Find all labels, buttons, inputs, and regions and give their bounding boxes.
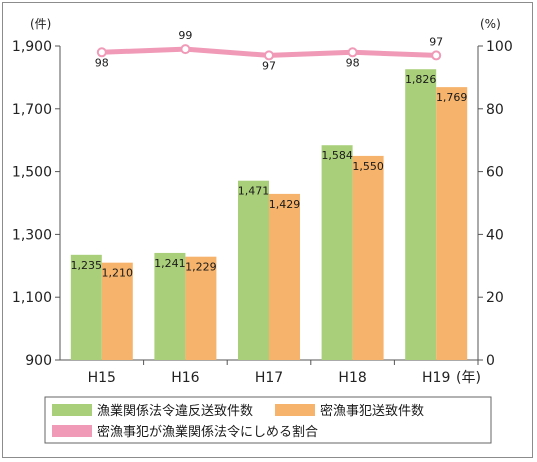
ratio-value-label: 99 [178,29,192,42]
bar-value-label: 1,235 [71,259,103,272]
bar-value-label: 1,210 [102,267,134,280]
y-left-tick-label: 1,500 [12,165,52,181]
y-left-unit: (件) [30,17,51,31]
ratio-value-label: 98 [346,56,360,69]
bar-value-label: 1,769 [436,91,468,104]
y-right-unit: (%) [480,17,501,31]
bar-value-label: 1,229 [185,261,217,274]
legend-box [44,396,492,444]
bar [436,87,468,360]
y-right-tick-label: 0 [486,353,495,369]
x-tick-label: H18 [338,370,366,386]
ratio-value-label: 97 [262,59,276,72]
bar-value-label: 1,826 [405,73,437,86]
legend-label-ratio: 密漁事犯が漁業関係法令にしめる割合 [97,424,318,440]
bar [352,155,384,360]
x-tick-label: H17 [255,370,283,386]
y-left-tick-label: 1,700 [12,102,52,118]
x-tick-label: H16 [171,370,199,386]
y-left-tick-label: 1,300 [12,227,52,243]
y-right-tick-label: 100 [486,39,513,55]
bar-value-label: 1,241 [154,257,186,270]
ratio-value-label: 98 [95,56,109,69]
legend: 漁業関係法令違反送致件数 密漁事犯送致件数 密漁事犯が漁業関係法令にしめる割合 [44,396,492,444]
legend-swatch-ratio [52,425,92,437]
bar [101,262,133,360]
bar [405,69,437,361]
bar-value-label: 1,550 [352,160,384,173]
legend-label-poaching: 密漁事犯送致件数 [320,403,424,419]
y-right-tick-label: 40 [486,227,504,243]
legend-label-violations: 漁業関係法令違反送致件数 [97,403,253,419]
bar [154,252,186,360]
bar [185,256,217,360]
y-right-tick-label: 20 [486,290,504,306]
bar [321,145,353,360]
ratio-point [180,44,191,55]
legend-swatch-poaching [275,404,315,416]
ratio-point [96,47,107,58]
bar-value-label: 1,584 [321,149,353,162]
bar [238,180,269,360]
ratio-point [264,50,274,61]
bar-value-label: 1,429 [269,198,301,211]
y-right-tick-label: 60 [486,165,504,181]
y-left-tick-label: 900 [25,353,52,369]
x-unit: (年) [456,370,481,386]
x-tick-label: H15 [88,370,116,386]
y-left-tick-label: 1,100 [12,290,52,306]
x-tick-label: H19 [422,370,450,386]
ratio-value-label: 97 [429,35,443,48]
bar [70,254,102,360]
bar [269,193,300,360]
legend-swatch-violations [52,404,92,416]
y-right-tick-label: 80 [486,102,504,118]
bar-value-label: 1,471 [238,185,270,198]
ratio-point [431,50,442,61]
y-left-tick-label: 1,900 [12,39,52,55]
ratio-point [347,47,358,58]
